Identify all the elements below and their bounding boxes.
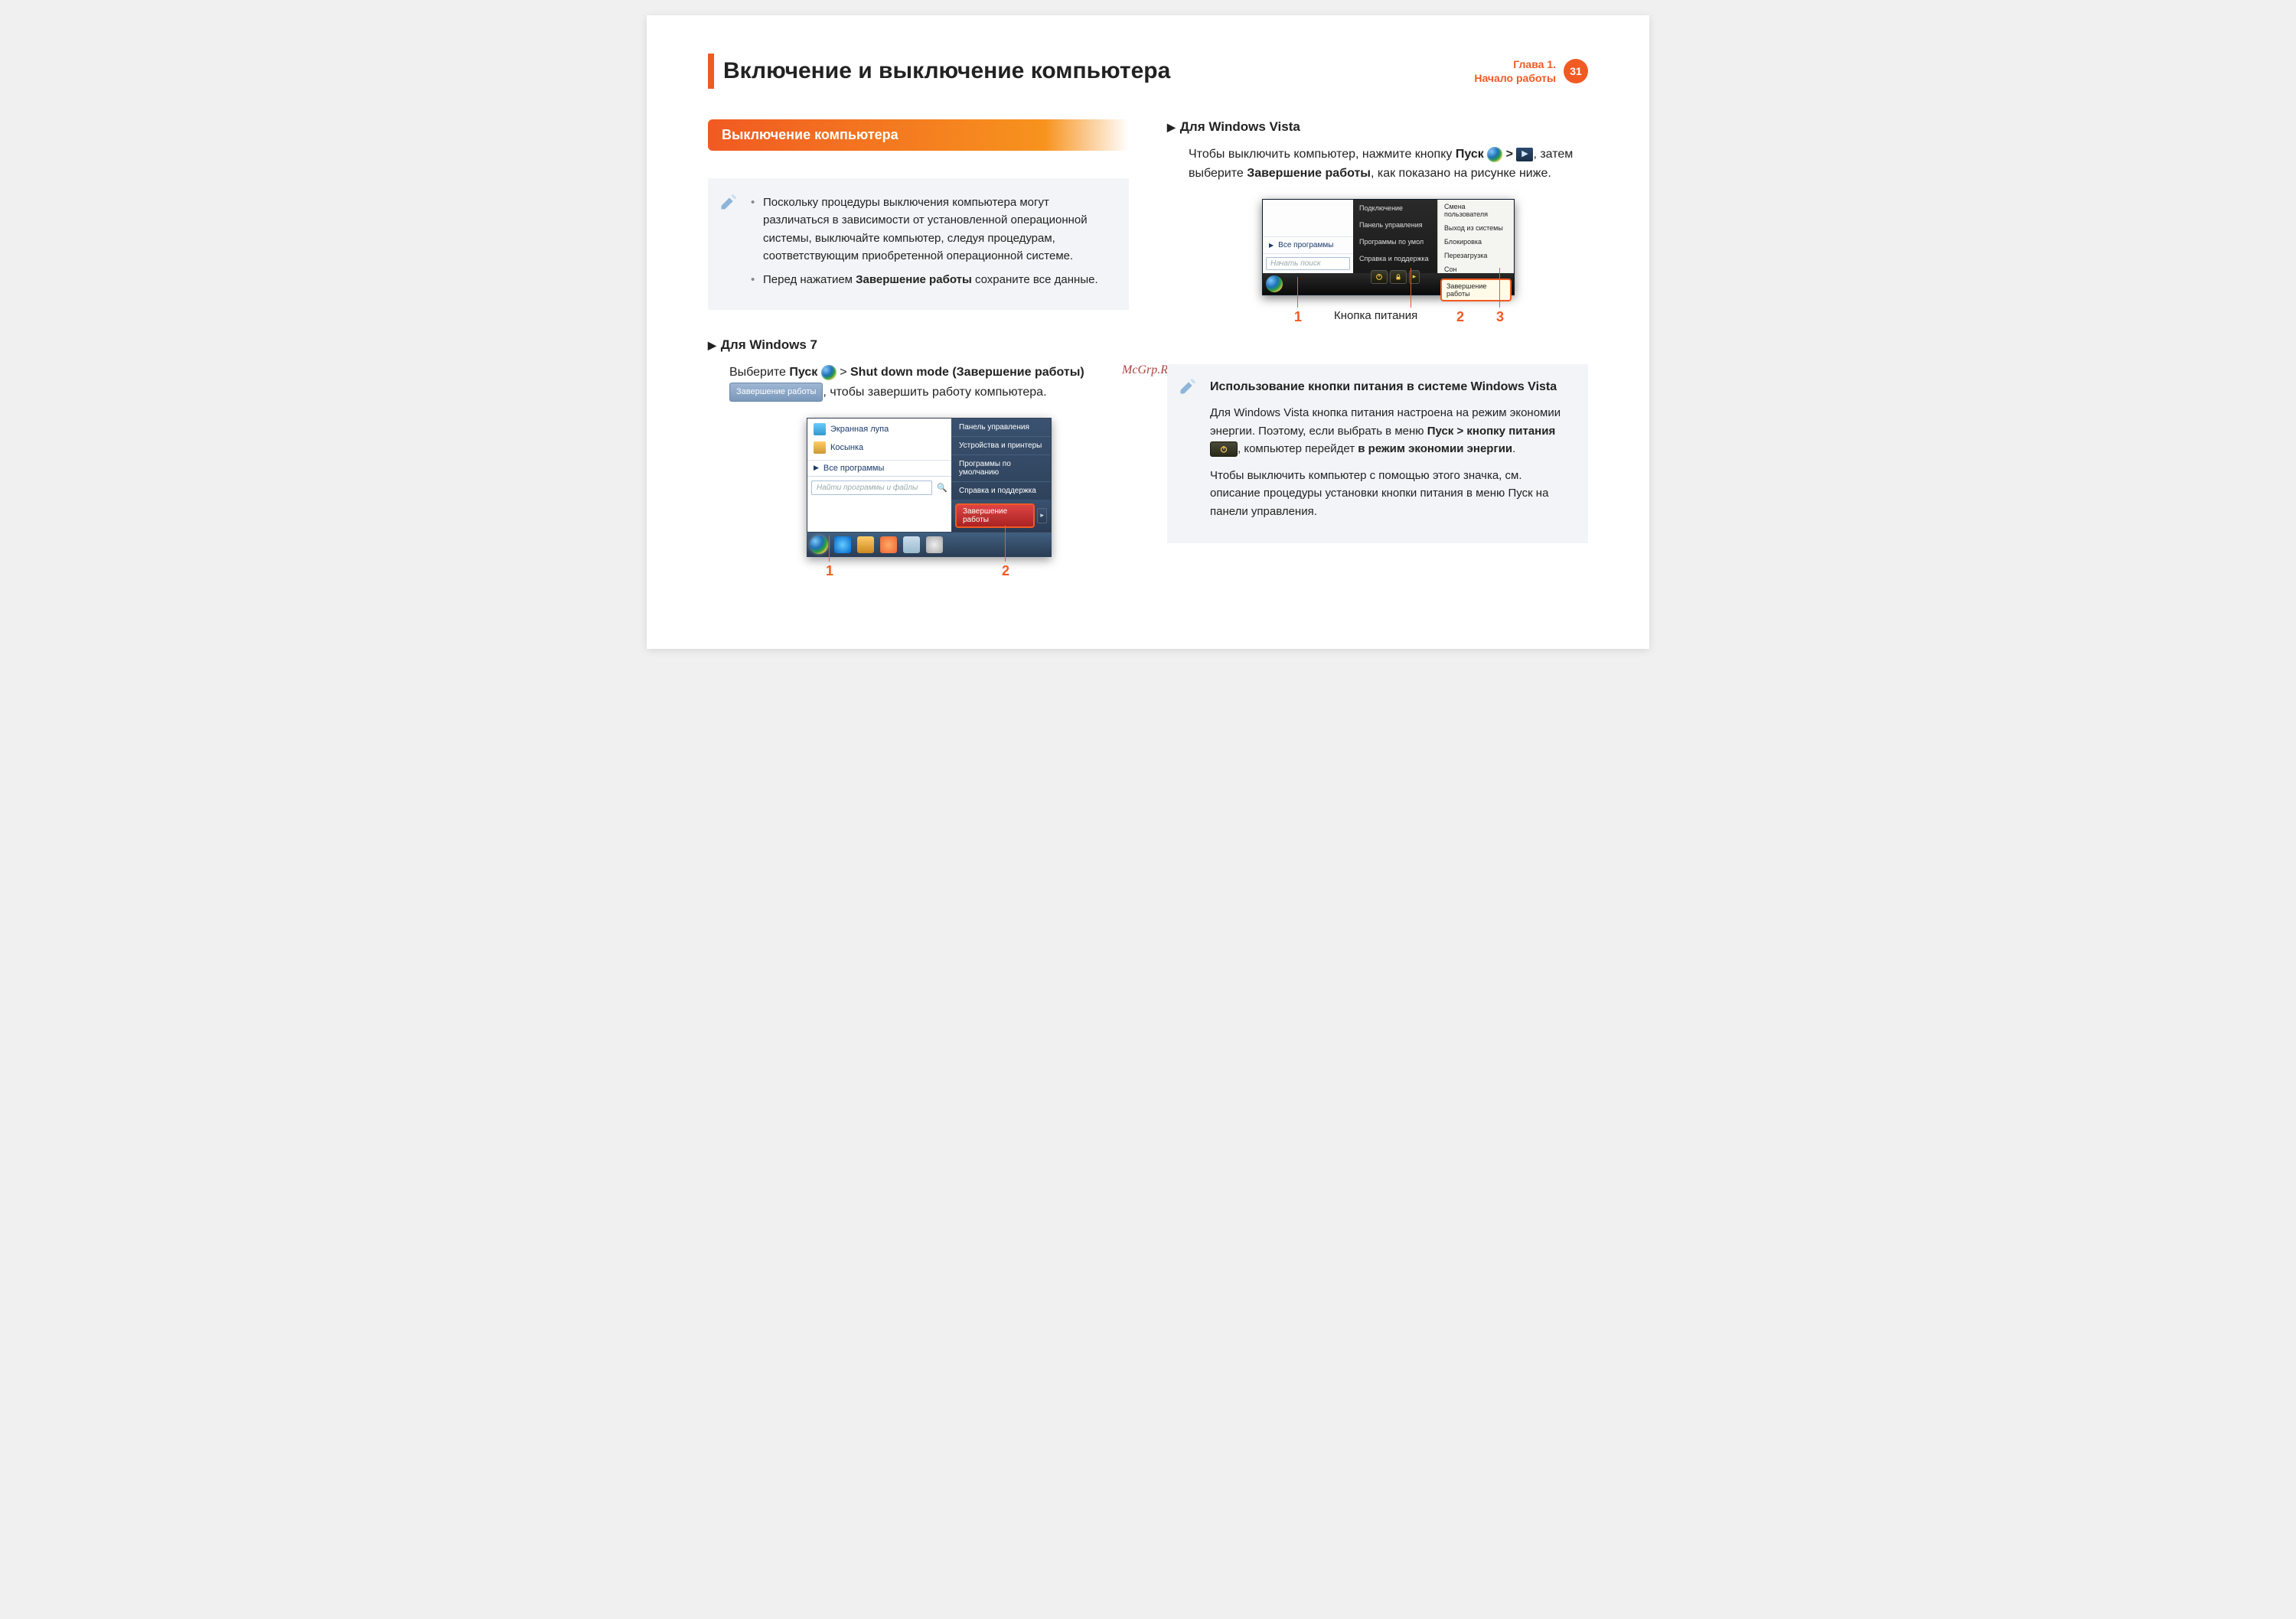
section-banner: Выключение компьютера: [708, 119, 1129, 151]
info-paragraph-1: Для Windows Vista кнопка питания настрое…: [1210, 404, 1573, 458]
vista-start-menu: ▶Все программы Начать поиск Подключение …: [1262, 199, 1515, 295]
vista-mid-item[interactable]: Панель управления: [1353, 217, 1437, 233]
note-pencil-icon: [719, 191, 740, 212]
info-paragraph-2: Чтобы выключить компьютер с помощью этог…: [1210, 467, 1573, 520]
win7-screenshot-wrap: Экранная лупа Косынка ▶Все программы Най…: [708, 418, 1129, 588]
win7-all-programs[interactable]: ▶Все программы: [807, 460, 951, 476]
vista-right-item[interactable]: Перезагрузка: [1438, 249, 1514, 262]
win7-shutdown-button[interactable]: Завершение работы: [955, 503, 1035, 528]
vista-mid-item[interactable]: Подключение: [1353, 200, 1437, 217]
note-pencil-icon: [1178, 375, 1199, 396]
callout-number-2: 2: [1002, 563, 1009, 579]
page-title: Включение и выключение компьютера: [723, 58, 1170, 84]
win7-menu-item[interactable]: Экранная лупа: [807, 420, 951, 438]
power-button-caption: Кнопка питания: [1334, 309, 1417, 322]
chapter-line-2: Начало работы: [1474, 71, 1556, 85]
callout-number-3: 3: [1496, 309, 1504, 325]
note-bullet-1: Поскольку процедуры выключения компьютер…: [751, 194, 1114, 265]
callout-number-1: 1: [826, 563, 833, 579]
triangle-icon: ▶: [708, 339, 716, 351]
win7-shutdown-arrow[interactable]: ▸: [1037, 508, 1047, 523]
win7-right-item[interactable]: Панель управления: [951, 419, 1051, 437]
vista-search-input[interactable]: Начать поиск: [1266, 257, 1350, 270]
vista-heading: ▶Для Windows Vista: [1167, 119, 1588, 135]
callout-number-2: 2: [1456, 309, 1464, 325]
win7-instruction: Выберите Пуск > Shut down mode (Завершен…: [708, 363, 1129, 402]
vista-left-pane: ▶Все программы Начать поиск: [1263, 200, 1353, 273]
note-box: Поскольку процедуры выключения компьютер…: [708, 178, 1129, 310]
win7-right-item[interactable]: Устройства и принтеры: [951, 437, 1051, 455]
chapter-line-1: Глава 1.: [1474, 57, 1556, 71]
callout-line: [829, 536, 830, 562]
win7-search-input[interactable]: Найти программы и файлы: [811, 480, 932, 495]
media-icon[interactable]: [880, 536, 897, 553]
win7-heading: ▶Для Windows 7: [708, 337, 1129, 353]
win7-right-item[interactable]: Программы по умолчанию: [951, 455, 1051, 482]
start-orb-icon[interactable]: [1266, 275, 1283, 292]
right-column: ▶Для Windows Vista Чтобы выключить компь…: [1167, 119, 1588, 588]
triangle-icon: ▶: [1269, 242, 1274, 249]
chapter-label: Глава 1. Начало работы: [1474, 57, 1556, 85]
header-right: Глава 1. Начало работы 31: [1474, 57, 1588, 85]
info-box-title: Использование кнопки питания в системе W…: [1210, 378, 1573, 397]
vista-mid-item[interactable]: Программы по умол: [1353, 233, 1437, 250]
vista-mid-item[interactable]: Справка и поддержка: [1353, 250, 1437, 267]
vista-mid-pane: Подключение Панель управления Программы …: [1353, 200, 1437, 273]
callout-line: [1499, 268, 1500, 308]
vista-right-item[interactable]: Блокировка: [1438, 235, 1514, 249]
left-column: Выключение компьютера Поскольку процедур…: [708, 119, 1129, 588]
search-icon: 🔍: [937, 483, 947, 493]
callout-line: [1297, 277, 1298, 308]
content-columns: Выключение компьютера Поскольку процедур…: [708, 119, 1588, 588]
info-box: Использование кнопки питания в системе W…: [1167, 364, 1588, 543]
triangle-icon: ▶: [814, 464, 819, 472]
solitaire-icon: [814, 441, 826, 454]
callout-line: [1005, 525, 1006, 562]
vista-power-button[interactable]: [1371, 270, 1388, 284]
vista-instruction: Чтобы выключить компьютер, нажмите кнопк…: [1167, 145, 1588, 184]
note-bullet-2: Перед нажатием Завершение работы сохрани…: [751, 271, 1114, 288]
magnifier-icon: [814, 423, 826, 435]
win7-taskbar: [807, 533, 1052, 557]
win7-start-menu: Экранная лупа Косынка ▶Все программы Най…: [807, 418, 1052, 557]
vista-right-item[interactable]: Смена пользователя: [1438, 200, 1514, 221]
shutdown-inline-button: Завершение работы: [729, 383, 823, 402]
page-number-badge: 31: [1564, 59, 1588, 83]
explorer-icon[interactable]: [857, 536, 874, 553]
win7-menu-right-pane: Панель управления Устройства и принтеры …: [951, 419, 1051, 532]
arrow-button-icon: ▶: [1516, 148, 1533, 161]
watermark: McGrp.Ru: [1122, 363, 1174, 377]
page-header: Включение и выключение компьютера Глава …: [708, 54, 1588, 89]
hp-icon[interactable]: [926, 536, 943, 553]
vista-right-item[interactable]: Выход из системы: [1438, 221, 1514, 235]
triangle-icon: ▶: [1167, 121, 1176, 133]
document-page: Включение и выключение компьютера Глава …: [647, 15, 1649, 649]
vista-right-item[interactable]: Сон: [1438, 262, 1514, 276]
start-orb-icon: [821, 365, 837, 380]
win7-right-item[interactable]: Справка и поддержка: [951, 482, 1051, 500]
vista-screenshot-wrap: ▶Все программы Начать поиск Подключение …: [1167, 199, 1588, 341]
vista-lock-button[interactable]: [1390, 270, 1407, 284]
header-left: Включение и выключение компьютера: [708, 54, 1170, 89]
vista-right-pane: Смена пользователя Выход из системы Блок…: [1437, 200, 1514, 273]
ie-icon[interactable]: [834, 536, 851, 553]
paint-icon[interactable]: [903, 536, 920, 553]
win7-menu-item[interactable]: Косынка: [807, 438, 951, 457]
power-button-icon: [1210, 441, 1238, 457]
start-orb-icon[interactable]: [810, 536, 828, 554]
start-orb-icon: [1487, 147, 1502, 162]
vista-all-programs[interactable]: ▶Все программы: [1263, 236, 1353, 253]
win7-menu-left-pane: Экранная лупа Косынка ▶Все программы Най…: [807, 419, 951, 532]
accent-bar: [708, 54, 714, 89]
callout-number-1: 1: [1294, 309, 1302, 325]
